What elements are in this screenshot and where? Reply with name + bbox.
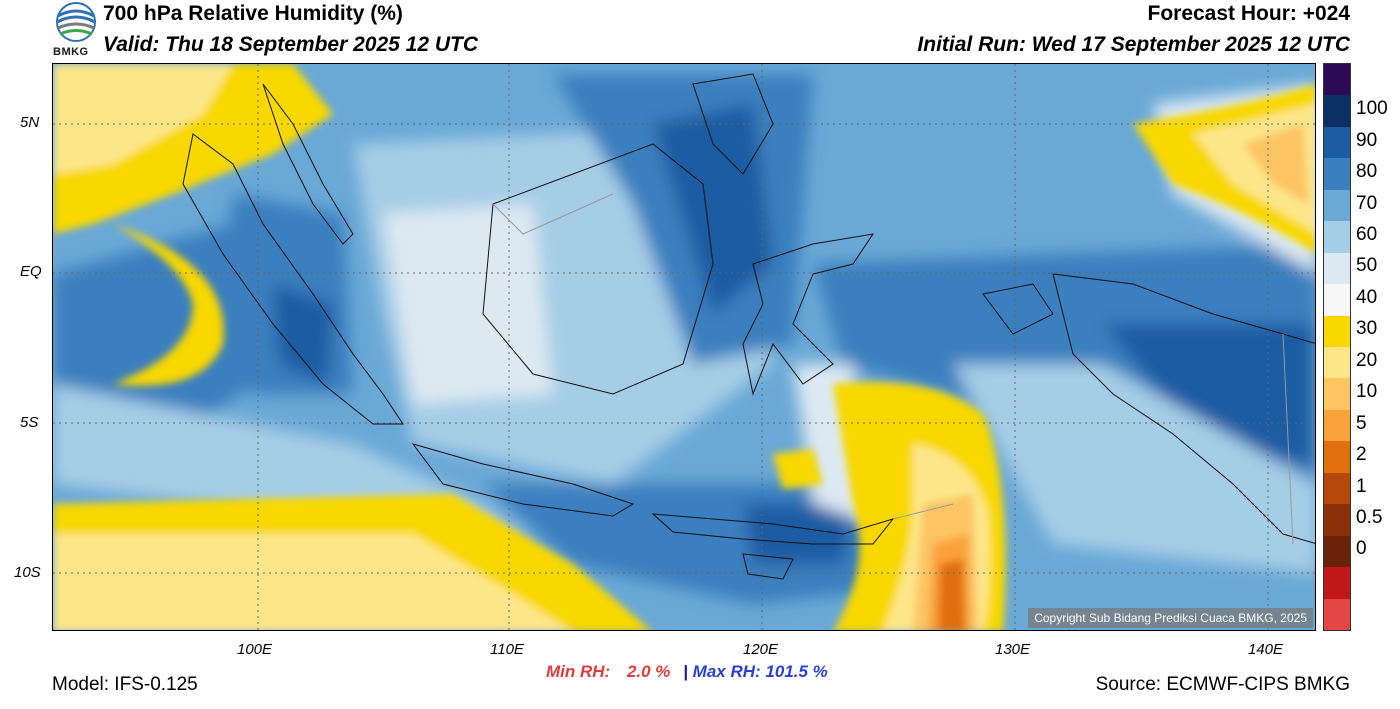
colorbar-swatch [1324,472,1350,505]
lon-label-120e: 120E [743,641,779,658]
lat-label-5s: 5S [20,414,39,431]
coastlines [182,73,1315,580]
map-title: 700 hPa Relative Humidity (%) [103,2,403,25]
min-rh-label: Min RH: [546,662,611,681]
colorbar-swatch [1324,567,1350,600]
valid-time: Valid: Thu 18 September 2025 12 UTC [103,33,479,56]
colorbar-swatch [1324,378,1350,411]
rh-stats: Min RH: 2.0 % | Max RH: 101.5 % [546,662,828,682]
colorbar-label: 40 [1356,286,1378,308]
colorbar-swatch [1324,409,1350,442]
lat-label-10s: 10S [14,564,41,581]
colorbar-swatch [1324,441,1350,474]
colorbar-swatch [1324,315,1350,348]
humidity-map: Copyright Sub Bidang Prediksi Cuaca BMKG… [52,63,1316,631]
bmkg-logo: BMKG [52,2,100,60]
colorbar-swatch [1324,347,1350,379]
colorbar-swatch [1324,598,1350,631]
colorbar-label: 10 [1356,381,1378,403]
colorbar-swatch [1324,252,1350,285]
stats-separator: | [683,662,688,681]
lon-label-130e: 130E [995,641,1031,658]
humidity-map-svg [53,64,1315,630]
colorbar-label: 0.5 [1356,506,1383,528]
colorbar-label: 50 [1356,255,1378,277]
colorbar-swatch [1324,284,1350,317]
colorbar-label: 70 [1356,192,1378,214]
colorbar-swatch [1324,221,1350,254]
colorbar-swatch [1324,535,1350,568]
initial-run: Initial Run: Wed 17 September 2025 12 UT… [917,33,1350,56]
colorbar-label: 20 [1356,349,1378,371]
max-rh-label: Max RH: [692,662,761,681]
lon-label-100e: 100E [237,641,273,658]
lat-label-5n: 5N [20,114,40,131]
colorbar-swatch [1324,64,1350,96]
colorbar-label: 5 [1356,412,1367,434]
colorbar-label: 1 [1356,475,1367,497]
colorbar-label: 90 [1356,129,1378,151]
borders [492,193,1294,545]
colorbar-label: 0 [1356,538,1367,560]
colorbar-label: 80 [1356,161,1378,183]
data-source: Source: ECMWF-CIPS BMKG [1095,674,1350,695]
min-rh-value: 2.0 % [626,662,671,681]
max-rh-value: 101.5 % [765,662,828,681]
colorbar-swatch [1324,504,1350,537]
lon-label-110e: 110E [490,641,524,658]
colorbar [1323,63,1351,631]
colorbar-swatch [1324,95,1350,128]
colorbar-label: 60 [1356,223,1378,245]
colorbar-swatch [1324,189,1350,222]
graticule [53,64,1315,630]
colorbar-swatch [1324,158,1350,191]
model-name: Model: IFS-0.125 [52,674,198,695]
copyright-note: Copyright Sub Bidang Prediksi Cuaca BMKG… [1028,608,1313,628]
lat-label-eq: EQ [20,263,42,280]
forecast-hour: Forecast Hour: +024 [1147,2,1351,25]
colorbar-label: 2 [1356,444,1367,466]
colorbar-label: 100 [1356,98,1388,120]
lon-label-140e: 140E [1248,641,1284,658]
logo-text: BMKG [53,46,89,58]
colorbar-swatch [1324,126,1350,159]
colorbar-label: 30 [1356,318,1378,340]
